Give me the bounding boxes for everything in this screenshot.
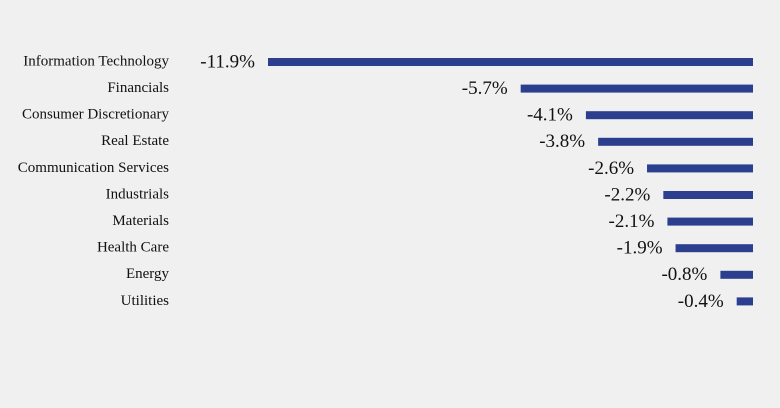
value-label: -3.8% — [539, 131, 585, 152]
bar — [675, 244, 753, 253]
category-label: Communication Services — [18, 160, 169, 176]
category-label: Information Technology — [23, 53, 169, 69]
bar — [720, 270, 753, 279]
value-label: -2.2% — [604, 184, 650, 205]
value-label: -0.4% — [678, 291, 724, 312]
bar — [520, 84, 753, 93]
bar — [268, 58, 753, 66]
bar — [647, 164, 753, 173]
bar — [667, 217, 753, 226]
value-label: -2.6% — [588, 158, 634, 179]
value-label: -5.7% — [462, 78, 508, 99]
bar — [663, 191, 753, 199]
category-label: Real Estate — [101, 133, 169, 149]
value-label: -11.9% — [200, 51, 255, 72]
category-label: Consumer Discretionary — [22, 107, 170, 123]
bar — [598, 137, 753, 146]
category-label: Energy — [126, 266, 170, 282]
category-label: Utilities — [121, 293, 169, 309]
value-label: -4.1% — [527, 105, 573, 126]
value-label: -1.9% — [617, 238, 663, 259]
category-label: Industrials — [106, 186, 169, 202]
bar — [585, 111, 753, 120]
category-label: Financials — [107, 80, 169, 96]
bar — [736, 297, 753, 306]
value-label: -0.8% — [661, 264, 707, 285]
category-label: Health Care — [97, 240, 169, 256]
value-label: -2.1% — [609, 211, 655, 232]
category-label: Materials — [112, 213, 169, 229]
